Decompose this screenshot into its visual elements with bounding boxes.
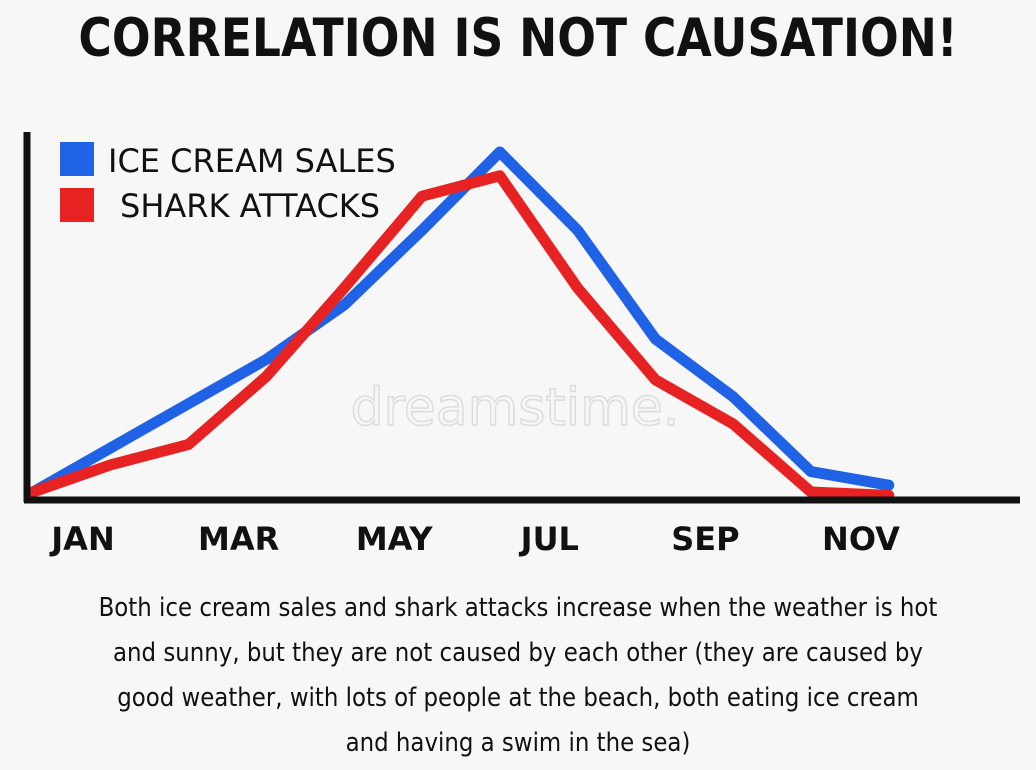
x-tick-label-may: MAY	[356, 520, 434, 558]
legend-label-ice-cream: ICE CREAM SALES	[108, 142, 396, 180]
legend-swatch-ice-cream	[60, 142, 94, 176]
x-tick-labels: JAN MAR MAY JUL SEP NOV	[49, 520, 900, 558]
caption-line: good weather, with lots of people at the…	[117, 683, 919, 713]
series-layer	[27, 146, 895, 501]
caption-line: and having a swim in the sea)	[345, 728, 691, 758]
watermark: dreamstime.	[351, 378, 680, 438]
legend-label-shark-attacks: SHARK ATTACKS	[120, 187, 380, 225]
caption-line: Both ice cream sales and shark attacks i…	[98, 593, 938, 623]
series-line-shark-attacks	[27, 170, 895, 501]
x-tick-label-jan: JAN	[49, 520, 114, 558]
line-chart: dreamstime. ICE CREAM SALES SHARK ATTACK…	[23, 132, 1020, 558]
x-tick-label-sep: SEP	[671, 520, 739, 558]
chart-title: CORRELATION IS NOT CAUSATION!	[78, 8, 958, 69]
caption-line: and sunny, but they are not caused by ea…	[113, 638, 923, 668]
x-tick-label-jul: JUL	[519, 520, 579, 558]
legend: ICE CREAM SALES SHARK ATTACKS	[60, 142, 396, 225]
x-tick-label-nov: NOV	[822, 520, 900, 558]
caption: Both ice cream sales and shark attacks i…	[0, 586, 1036, 766]
x-tick-label-mar: MAR	[198, 520, 279, 558]
legend-swatch-shark-attacks	[60, 188, 94, 222]
